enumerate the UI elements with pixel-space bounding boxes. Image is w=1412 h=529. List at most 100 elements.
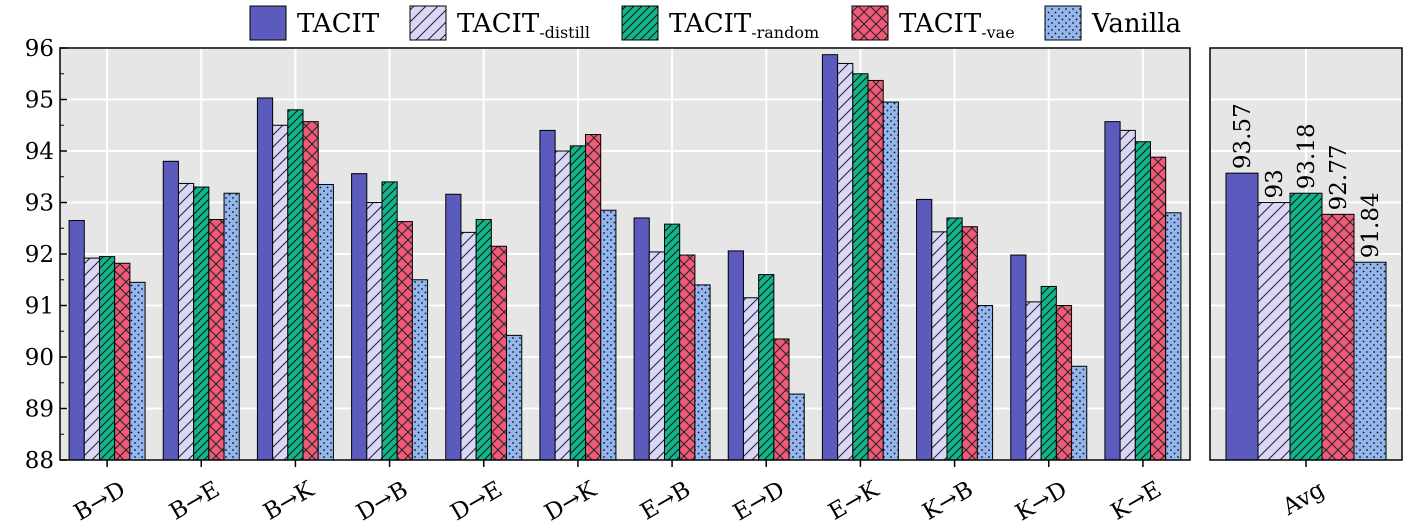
bar-1-K→B <box>916 198 933 461</box>
bar-2-B→K <box>272 124 289 461</box>
avg-bar-2 <box>1257 202 1291 461</box>
bar-5-K→D <box>1071 365 1088 461</box>
bar-5-B→K <box>317 183 334 461</box>
avg-x-tick-label: Avg <box>1278 476 1330 521</box>
x-tick-label: E→B <box>636 477 695 525</box>
legend-label-base: TACIT <box>457 9 540 39</box>
bar-4-K→B <box>961 226 978 461</box>
bar-5-B→D <box>129 281 146 461</box>
bar-4-E→B <box>679 254 696 461</box>
legend-label-base: Vanilla <box>1091 9 1181 39</box>
bar-4-D→E <box>490 245 508 461</box>
legend-label-base: TACIT <box>669 9 752 39</box>
y-tick-label: 92 <box>25 242 54 268</box>
y-tick-label: 93 <box>25 191 54 217</box>
legend-swatch-2 <box>409 5 447 41</box>
avg-data-label: 91.84 <box>1358 192 1384 258</box>
bar-2-D→E <box>460 231 477 461</box>
bar-3-B→D <box>98 256 116 461</box>
legend-label-3: TACIT-random <box>669 9 819 42</box>
y-tick-label: 94 <box>25 139 54 165</box>
bar-4-D→K <box>585 134 602 461</box>
bar-2-B→D <box>83 257 100 461</box>
x-tick-label: B→D <box>70 477 130 525</box>
bar-5-K→E <box>1165 212 1182 461</box>
bar-5-K→B <box>976 305 994 461</box>
bar-3-E→K <box>852 73 869 461</box>
bar-4-E→K <box>867 79 884 461</box>
bar-2-E→B <box>648 251 665 461</box>
bar-5-D→E <box>506 334 523 461</box>
bar-1-B→E <box>162 160 179 461</box>
legend: TACIT TACIT-distill TACIT-random TACIT-vae V… <box>249 5 1181 42</box>
avg-bar-5 <box>1353 261 1387 461</box>
bar-1-D→E <box>445 193 462 461</box>
avg-bar-4 <box>1321 213 1355 461</box>
bar-1-E→D <box>727 250 744 461</box>
bar-1-D→K <box>539 129 556 461</box>
bar-3-D→E <box>475 218 492 461</box>
x-tick-label: K→E <box>1107 477 1166 525</box>
legend-swatch-3 <box>621 5 659 41</box>
x-tick-label: D→K <box>540 476 601 525</box>
legend-label-base: TACIT <box>297 9 380 39</box>
legend-label-base: TACIT <box>899 9 982 39</box>
x-tick-label: D→B <box>352 477 412 525</box>
bar-2-K→E <box>1119 129 1136 461</box>
x-tick-label: K→D <box>1011 477 1072 525</box>
legend-swatch-1 <box>249 5 287 41</box>
x-tick-label: B→K <box>259 476 319 525</box>
bar-4-E→D <box>773 338 790 461</box>
bar-5-D→K <box>600 209 617 461</box>
legend-swatch-5 <box>1044 5 1082 41</box>
bar-3-B→E <box>193 186 210 461</box>
bar-4-K→D <box>1055 305 1073 461</box>
y-tick-label: 96 <box>25 36 54 62</box>
bar-5-D→B <box>411 279 429 461</box>
bar-2-B→E <box>177 182 195 461</box>
bar-1-E→K <box>821 54 839 461</box>
bar-1-K→D <box>1010 254 1027 461</box>
bar-2-K→B <box>931 231 948 461</box>
bar-3-K→D <box>1040 285 1057 461</box>
bar-4-B→D <box>114 262 131 461</box>
legend-label-1: TACIT <box>297 9 380 39</box>
bar-2-E→D <box>742 297 760 461</box>
bar-3-K→B <box>946 217 963 461</box>
avg-bar-3 <box>1289 192 1323 461</box>
x-tick-label: B→E <box>165 477 224 525</box>
avg-data-label: 93 <box>1262 169 1288 198</box>
y-tick-label: 95 <box>25 88 54 114</box>
y-tick-label: 88 <box>25 448 54 474</box>
bar-1-B→D <box>68 220 85 461</box>
avg-data-label: 93.57 <box>1230 103 1256 169</box>
x-tick-label: D→E <box>447 477 507 525</box>
bar-2-D→K <box>554 150 571 461</box>
avg-data-label: 92.77 <box>1326 144 1352 210</box>
avg-bar-1 <box>1225 172 1259 461</box>
legend-label-4: TACIT-vae <box>899 9 1015 42</box>
bar-4-D→B <box>396 221 413 461</box>
legend-label-subscript: -vae <box>981 23 1014 42</box>
y-tick-label: 89 <box>25 397 54 423</box>
bar-1-D→B <box>351 173 368 461</box>
legend-label-subscript: -random <box>751 23 819 42</box>
bar-3-E→D <box>758 274 775 461</box>
legend-label-5: Vanilla <box>1091 9 1181 39</box>
x-tick-label: E→K <box>824 476 884 525</box>
bar-2-E→K <box>837 62 854 461</box>
bar-5-E→K <box>882 101 899 461</box>
legend-swatch-4 <box>851 5 889 41</box>
main-plot-panel: 88 89 90 91 92 93 94 95 96 B→D B→E B→K D→B D→E D→K E→B E… <box>25 36 1191 527</box>
bar-2-K→D <box>1025 301 1042 461</box>
legend-label-subscript: -distill <box>539 23 590 42</box>
bar-3-E→B <box>663 223 681 461</box>
bar-1-K→E <box>1104 121 1121 461</box>
bar-3-D→B <box>381 181 398 461</box>
bar-4-B→E <box>208 218 225 461</box>
bar-5-E→B <box>694 284 711 461</box>
legend-label-2: TACIT-distill <box>457 9 590 42</box>
